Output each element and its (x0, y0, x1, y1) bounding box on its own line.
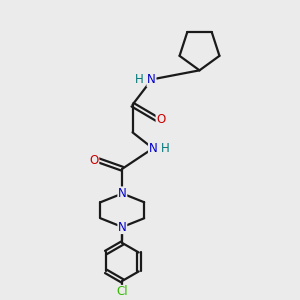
Text: N: N (118, 220, 127, 233)
Text: H: H (135, 73, 144, 86)
Text: O: O (156, 113, 165, 126)
Text: Cl: Cl (116, 285, 128, 298)
Text: N: N (148, 142, 157, 155)
Text: N: N (147, 74, 156, 86)
Text: N: N (118, 187, 127, 200)
Text: H: H (161, 142, 170, 155)
Text: O: O (89, 154, 99, 166)
